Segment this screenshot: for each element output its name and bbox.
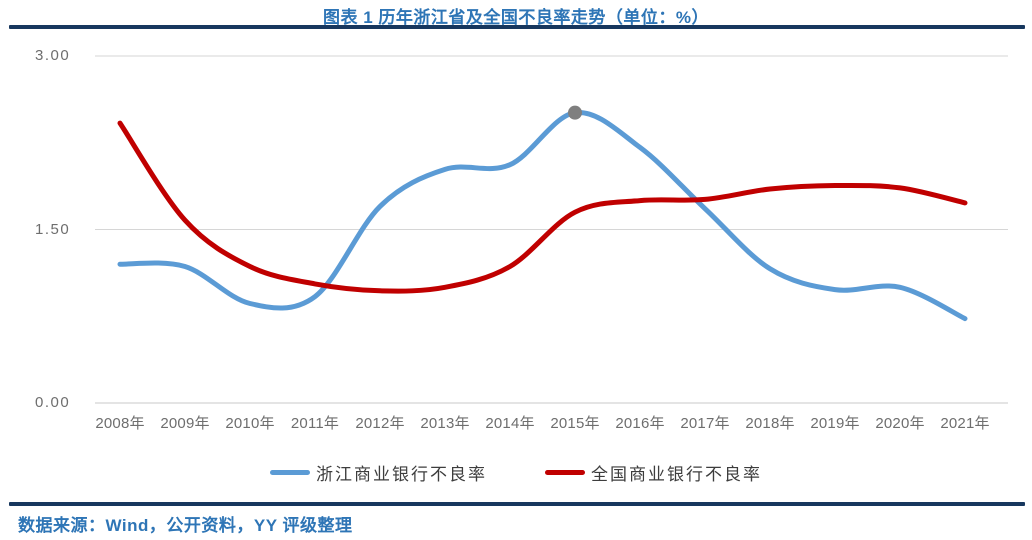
y-tick-label-1.50: 1.50 — [35, 220, 71, 238]
y-tick-label-3.00: 3.00 — [35, 47, 71, 64]
x-tick-label-2011: 2011年 — [290, 415, 340, 432]
x-tick-label-2016: 2016年 — [615, 415, 665, 432]
legend-label-zhejiang: 浙江商业银行不良率 — [316, 465, 487, 484]
x-tick-label-2009: 2009年 — [160, 415, 210, 432]
x-tick-label-2013: 2013年 — [420, 415, 470, 432]
x-tick-label-2010: 2010年 — [225, 415, 275, 432]
y-tick-label-0.00: 0.00 — [35, 394, 71, 411]
series-line-1 — [117, 120, 968, 294]
x-tick-label-2021: 2021年 — [940, 415, 990, 432]
x-tick-label-2017: 2017年 — [680, 415, 730, 432]
x-tick-label-2020: 2020年 — [875, 415, 925, 432]
x-tick-label-2018: 2018年 — [745, 415, 795, 432]
x-tick-label-2019: 2019年 — [810, 415, 860, 432]
x-tick-label-2014: 2014年 — [485, 415, 535, 432]
x-tick-label-2008: 2008年 — [95, 415, 145, 432]
peak-marker-dot — [568, 105, 582, 120]
legend-label-national: 全国商业银行不良率 — [591, 465, 762, 484]
chart-legend: 浙江商业银行不良率 全国商业银行不良率 — [0, 460, 1032, 485]
chart-title: 图表 1 历年浙江省及全国不良率走势（单位：%） — [322, 8, 710, 27]
bottom-divider-line — [9, 502, 1025, 506]
legend-line-swatch-blue — [270, 470, 310, 475]
legend-line-swatch-red — [545, 470, 585, 475]
legend-item-national: 全国商业银行不良率 — [545, 460, 762, 485]
legend-item-zhejiang: 浙江商业银行不良率 — [270, 460, 487, 485]
series-line-0 — [117, 110, 968, 322]
x-tick-label-2012: 2012年 — [355, 415, 405, 432]
data-source-note: 数据来源：Wind，公开资料，YY 评级整理 — [18, 516, 353, 535]
x-tick-label-2015: 2015年 — [550, 415, 600, 432]
top-divider-line — [9, 25, 1025, 29]
